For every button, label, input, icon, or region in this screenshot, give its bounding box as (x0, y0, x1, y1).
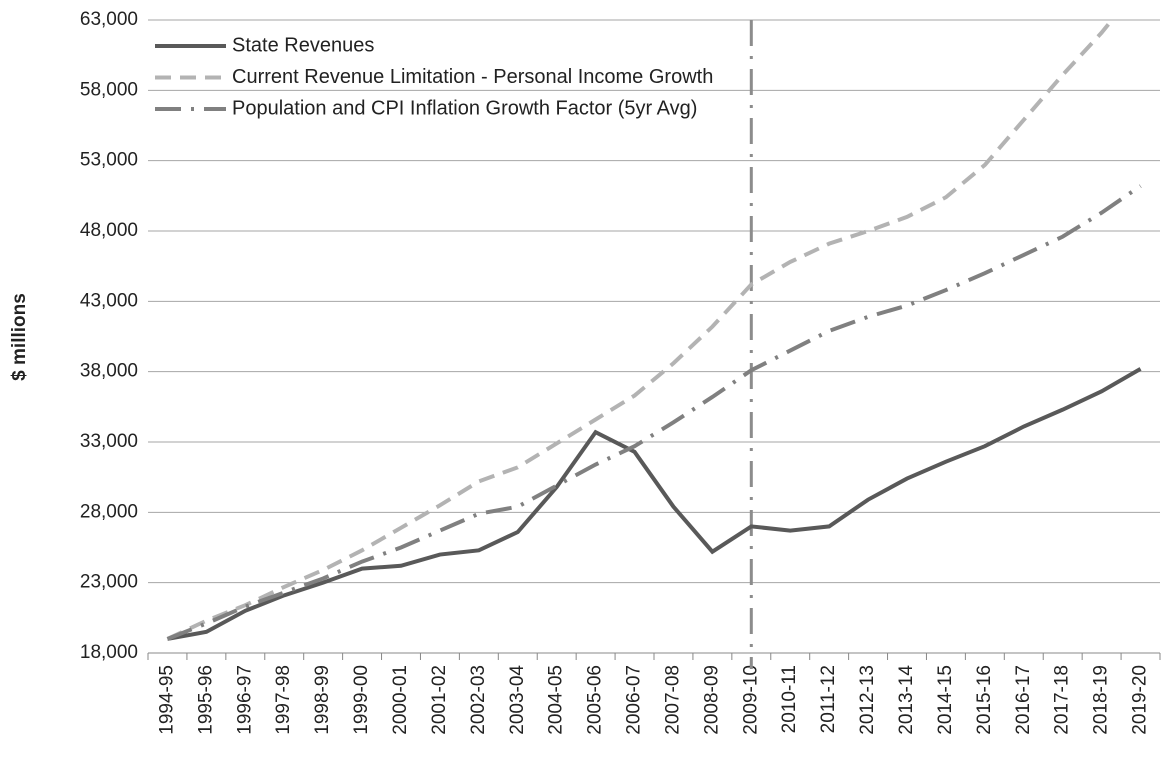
y-tick-label: 63,000 (80, 9, 138, 30)
y-tick-label: 43,000 (80, 290, 138, 311)
series-line (166, 184, 1142, 641)
x-tick-label: 2019-20 (1130, 665, 1151, 735)
x-tick-label: 2012-13 (857, 665, 878, 735)
legend-label: Population and CPI Inflation Growth Fact… (232, 97, 697, 119)
x-tick-label: 1995-96 (195, 665, 216, 735)
legend-label: Current Revenue Limitation - Personal In… (232, 66, 713, 88)
x-tick-label: 2011-12 (818, 665, 839, 733)
x-tick-label: 1996-97 (234, 665, 255, 735)
plot-area (166, 20, 1142, 641)
x-tick-label: 2000-01 (390, 665, 411, 735)
x-tick-label: 2009-10 (740, 665, 761, 735)
x-tick-label: 2001-02 (429, 665, 450, 735)
x-tick-label: 2014-15 (935, 665, 956, 735)
y-tick-label: 28,000 (80, 501, 138, 522)
x-tick-label: 2003-04 (507, 665, 528, 735)
x-tick-label: 1999-00 (351, 665, 372, 735)
x-tick-label: 2016-17 (1013, 665, 1034, 735)
y-tick-label: 33,000 (80, 431, 138, 452)
x-tick-label: 2005-06 (585, 665, 606, 735)
y-tick-label: 53,000 (80, 150, 138, 171)
legend-label: State Revenues (232, 34, 374, 56)
y-tick-label: 58,000 (80, 79, 138, 100)
y-tick-label: 23,000 (80, 572, 138, 593)
x-tick-label: 2004-05 (546, 665, 567, 735)
x-tick-label: 2007-08 (662, 665, 683, 735)
x-tick-label: 2010-11 (779, 665, 800, 733)
x-tick-label: 2006-07 (624, 665, 645, 735)
x-tick-label: 1997-98 (273, 665, 294, 735)
x-tick-label: 2002-03 (468, 665, 489, 735)
y-axis-label: $ millions (9, 293, 30, 381)
x-tick-label: 1998-99 (312, 665, 333, 735)
x-tick-label: 2008-09 (701, 665, 722, 735)
x-tick-label: 2013-14 (896, 665, 917, 735)
y-tick-label: 38,000 (80, 361, 138, 382)
x-tick-label: 1994-95 (156, 665, 177, 735)
y-tick-label: 48,000 (80, 220, 138, 241)
x-tick-label: 2017-18 (1052, 665, 1073, 735)
x-tick-label: 2015-16 (974, 665, 995, 735)
series-line (167, 367, 1142, 641)
x-tick-label: 2018-19 (1091, 665, 1112, 735)
y-tick-label: 18,000 (80, 642, 138, 663)
series-line (166, 20, 1115, 641)
